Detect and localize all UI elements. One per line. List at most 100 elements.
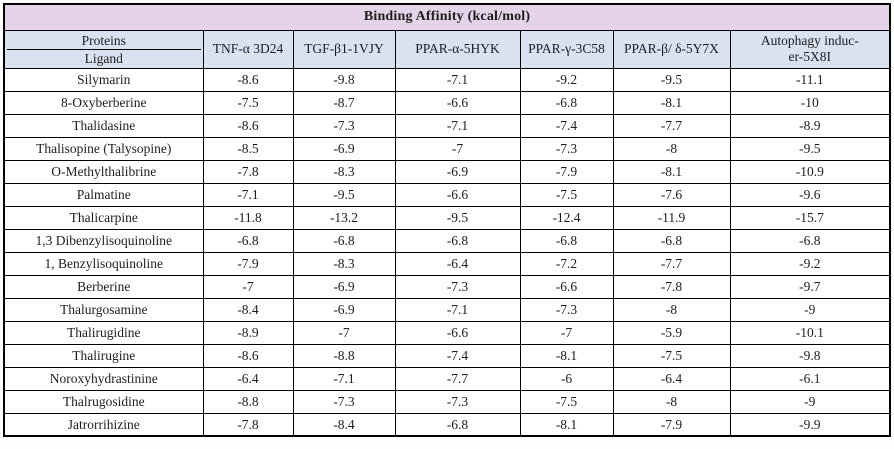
affinity-value: -7.1 xyxy=(394,297,521,322)
affinity-value: -8.1 xyxy=(519,343,614,368)
affinity-value: -7.3 xyxy=(394,274,521,299)
affinity-value: -7.6 xyxy=(612,182,731,207)
table-row: Noroxyhydrastinine -6.4 -7.1 -7.7 -6 -6.4 -6.1 xyxy=(3,366,891,391)
affinity-value: -8.9 xyxy=(202,320,294,345)
affinity-value: -8 xyxy=(612,297,731,322)
table-row: Silymarin -8.6 -9.8 -7.1 -9.2 -9.5 -11.1 xyxy=(3,67,891,92)
affinity-value: -13.2 xyxy=(292,205,396,230)
affinity-value: -7.1 xyxy=(394,67,521,92)
affinity-value: -6 xyxy=(519,366,614,391)
affinity-value: -7.8 xyxy=(202,159,294,184)
table-row: Jatrorrihizine -7.8 -8.4 -6.8 -8.1 -7.9 -9.9 xyxy=(3,412,891,437)
affinity-value: -12.4 xyxy=(519,205,614,230)
affinity-value: -9.9 xyxy=(729,412,891,437)
affinity-value: -7.8 xyxy=(612,274,731,299)
affinity-value: -7.5 xyxy=(519,389,614,414)
ligand-name: Thalirugidine xyxy=(3,320,204,345)
affinity-value: -9 xyxy=(729,389,891,414)
affinity-value: -7.7 xyxy=(612,113,731,138)
ligand-label: Ligand xyxy=(84,50,123,66)
affinity-value: -7.1 xyxy=(292,366,396,391)
ligand-name: 8-Oxyberberine xyxy=(3,90,204,115)
affinity-value: -8.6 xyxy=(202,67,294,92)
affinity-value: -9.2 xyxy=(729,251,891,276)
affinity-value: -6.6 xyxy=(394,320,521,345)
affinity-value: -9.8 xyxy=(292,67,396,92)
protein-column-header: TNF-α 3D24 xyxy=(202,29,294,69)
ligand-name: Thalirugine xyxy=(3,343,204,368)
protein-column-header: Autophagy induc- er-5X8I xyxy=(729,29,891,69)
affinity-value: -6.4 xyxy=(394,251,521,276)
protein-column-header: PPAR-β/ δ-5Y7X xyxy=(612,29,731,69)
affinity-value: -11.8 xyxy=(202,205,294,230)
affinity-value: -7.5 xyxy=(202,90,294,115)
affinity-value: -7.3 xyxy=(519,136,614,161)
table-row: Palmatine -7.1 -9.5 -6.6 -7.5 -7.6 -9.6 xyxy=(3,182,891,207)
ligand-name: Palmatine xyxy=(3,182,204,207)
affinity-value: -7.1 xyxy=(394,113,521,138)
affinity-value: -8.8 xyxy=(292,343,396,368)
affinity-value: -6.8 xyxy=(202,228,294,253)
table-row: Thalirugine -8.6 -8.8 -7.4 -8.1 -7.5 -9.8 xyxy=(3,343,891,368)
affinity-value: -6.4 xyxy=(202,366,294,391)
affinity-value: -8.9 xyxy=(729,113,891,138)
affinity-value: -6.1 xyxy=(729,366,891,391)
affinity-value: -6.8 xyxy=(519,228,614,253)
affinity-value: -7.7 xyxy=(612,251,731,276)
affinity-value: -11.1 xyxy=(729,67,891,92)
ligand-name: 1, Benzylisoquinoline xyxy=(3,251,204,276)
affinity-value: -6.9 xyxy=(292,274,396,299)
ligand-name: Thalicarpine xyxy=(3,205,204,230)
affinity-value: -7.3 xyxy=(292,113,396,138)
affinity-value: -7.9 xyxy=(519,159,614,184)
affinity-value: -8.6 xyxy=(202,113,294,138)
ligand-name: Thalidasine xyxy=(3,113,204,138)
affinity-value: -6.8 xyxy=(394,228,521,253)
table-row: 1, Benzylisoquinoline -7.9 -8.3 -6.4 -7.2 -7.… xyxy=(3,251,891,276)
table-row: Thalisopine (Talysopine) -8.5 -6.9 -7 -7.3 -8… xyxy=(3,136,891,161)
affinity-value: -10.1 xyxy=(729,320,891,345)
affinity-value: -6.8 xyxy=(612,228,731,253)
affinity-value: -10.9 xyxy=(729,159,891,184)
ligand-name: Jatrorrihizine xyxy=(3,412,204,437)
affinity-value: -15.7 xyxy=(729,205,891,230)
affinity-value: -8.8 xyxy=(202,389,294,414)
affinity-value: -7 xyxy=(394,136,521,161)
affinity-value: -9.8 xyxy=(729,343,891,368)
table-row: Thalicarpine -11.8 -13.2 -9.5 -12.4 -11.9 -15.… xyxy=(3,205,891,230)
affinity-value: -9.7 xyxy=(729,274,891,299)
affinity-value: -7.3 xyxy=(292,389,396,414)
affinity-value: -9 xyxy=(729,297,891,322)
affinity-value: -8.7 xyxy=(292,90,396,115)
affinity-value: -7.8 xyxy=(202,412,294,437)
protein-column-header: PPAR-γ-3C58 xyxy=(519,29,614,69)
affinity-value: -11.9 xyxy=(612,205,731,230)
affinity-value: -6.8 xyxy=(394,412,521,437)
affinity-value: -8.1 xyxy=(612,90,731,115)
affinity-value: -5.9 xyxy=(612,320,731,345)
table-row: Thalidasine -8.6 -7.3 -7.1 -7.4 -7.7 -8.9 xyxy=(3,113,891,138)
affinity-value: -9.5 xyxy=(394,205,521,230)
table-row: Berberine -7 -6.9 -7.3 -6.6 -7.8 -9.7 xyxy=(3,274,891,299)
proteins-label: Proteins xyxy=(7,31,201,50)
title-row: Binding Affinity (kcal/mol) xyxy=(3,3,891,31)
ligand-name: Thalurgosamine xyxy=(3,297,204,322)
ligand-name: Silymarin xyxy=(3,67,204,92)
table-row: Thalurgosamine -8.4 -6.9 -7.1 -7.3 -8 -9 xyxy=(3,297,891,322)
affinity-value: -8.1 xyxy=(519,412,614,437)
affinity-value: -7.4 xyxy=(394,343,521,368)
affinity-value: -7.9 xyxy=(612,412,731,437)
affinity-value: -6.8 xyxy=(292,228,396,253)
affinity-value: -6.9 xyxy=(292,297,396,322)
binding-affinity-table: Binding Affinity (kcal/mol) Proteins Lig… xyxy=(3,3,892,437)
affinity-value: -7.5 xyxy=(612,343,731,368)
table-row: Thalirugidine -8.9 -7 -6.6 -7 -5.9 -10.1 xyxy=(3,320,891,345)
affinity-value: -7.2 xyxy=(519,251,614,276)
protein-column-header: TGF-β1-1VJY xyxy=(292,29,396,69)
affinity-value: -8.5 xyxy=(202,136,294,161)
affinity-value: -9.2 xyxy=(519,67,614,92)
corner-header-cell: Proteins Ligand xyxy=(3,29,204,69)
table-title: Binding Affinity (kcal/mol) xyxy=(3,3,891,31)
affinity-value: -8.1 xyxy=(612,159,731,184)
